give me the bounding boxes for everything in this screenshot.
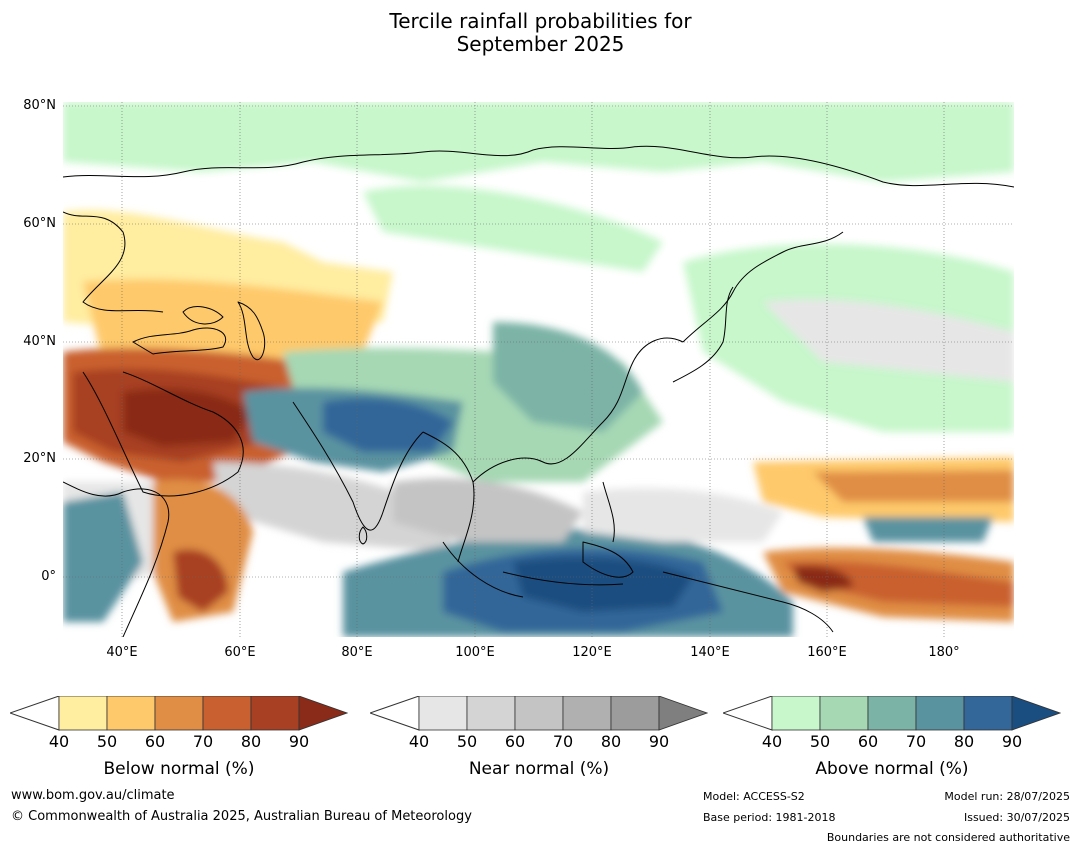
lon-label-40e: 40°E: [106, 645, 138, 660]
below-tick: 50: [96, 732, 118, 751]
near-tick: 50: [456, 732, 478, 751]
near-tick: 60: [504, 732, 526, 751]
above-swatch-3: [867, 696, 917, 731]
near-tick: 40: [408, 732, 430, 751]
lon-label-140e: 140°E: [690, 645, 730, 660]
lat-label-60n: 60°N: [23, 216, 56, 231]
copyright-notice: © Commonwealth of Australia 2025, Austra…: [11, 809, 472, 824]
above-normal-colorbar: [723, 696, 1061, 731]
above-swatch-2: [819, 696, 869, 731]
above-tick: 40: [761, 732, 783, 751]
below-normal-title: Below normal (%): [103, 759, 255, 779]
above-tick: 70: [905, 732, 927, 751]
near-swatch-2: [466, 696, 516, 731]
near-swatch-4: [562, 696, 612, 731]
below-swatch-6: [298, 696, 348, 731]
model-name: Model: ACCESS-S2: [703, 790, 805, 803]
above-swatch-5: [963, 696, 1013, 731]
below-swatch-4: [202, 696, 252, 731]
near-swatch-3: [514, 696, 564, 731]
graticule: [63, 102, 1014, 637]
near-swatch-1: [418, 696, 468, 731]
lon-label-180: 180°: [928, 645, 960, 660]
below-tick: 70: [192, 732, 214, 751]
lat-label-80n: 80°N: [23, 98, 56, 113]
near-swatch-6: [658, 696, 708, 731]
below-normal-colorbar: [10, 696, 348, 731]
below-tick: 80: [240, 732, 262, 751]
above-swatch-6: [1011, 696, 1061, 731]
rainfall-probability-map: [63, 102, 1014, 637]
near-tick: 80: [600, 732, 622, 751]
title-line-2: September 2025: [456, 32, 625, 56]
above-tick: 60: [857, 732, 879, 751]
near-normal-title: Near normal (%): [468, 759, 610, 779]
lon-label-160e: 160°E: [807, 645, 847, 660]
base-period: Base period: 1981-2018: [703, 811, 836, 824]
lat-label-40n: 40°N: [23, 334, 56, 349]
above-tick: 90: [1001, 732, 1023, 751]
lon-label-120e: 120°E: [572, 645, 612, 660]
lat-label-20n: 20°N: [23, 451, 56, 466]
below-tick: 90: [288, 732, 310, 751]
below-swatch-2: [106, 696, 156, 731]
coastlines: [63, 145, 1014, 637]
below-swatch-3: [154, 696, 204, 731]
above-tick: 50: [809, 732, 831, 751]
near-tick: 70: [552, 732, 574, 751]
issued-date: Issued: 30/07/2025: [963, 811, 1070, 824]
lon-label-100e: 100°E: [455, 645, 495, 660]
bom-website-link[interactable]: www.bom.gov.au/climate: [11, 788, 175, 803]
above-tick: 80: [953, 732, 975, 751]
lat-label-0: 0°: [41, 569, 56, 584]
below-swatch-1: [58, 696, 108, 731]
lon-label-80e: 80°E: [341, 645, 373, 660]
model-run-date: Model run: 28/07/2025: [944, 790, 1070, 803]
below-swatch-5: [250, 696, 300, 731]
below-tick: 40: [48, 732, 70, 751]
lon-label-60e: 60°E: [224, 645, 256, 660]
above-swatch-1: [771, 696, 821, 731]
near-normal-colorbar: [370, 696, 708, 731]
title-line-1: Tercile rainfall probabilities for: [389, 9, 692, 33]
chart-title: Tercile rainfall probabilities for Septe…: [0, 10, 1081, 56]
below-tick: 60: [144, 732, 166, 751]
boundaries-disclaimer: Boundaries are not considered authoritat…: [826, 831, 1070, 844]
near-tick: 90: [648, 732, 670, 751]
above-normal-title: Above normal (%): [815, 759, 969, 779]
near-swatch-5: [610, 696, 660, 731]
above-swatch-4: [915, 696, 965, 731]
